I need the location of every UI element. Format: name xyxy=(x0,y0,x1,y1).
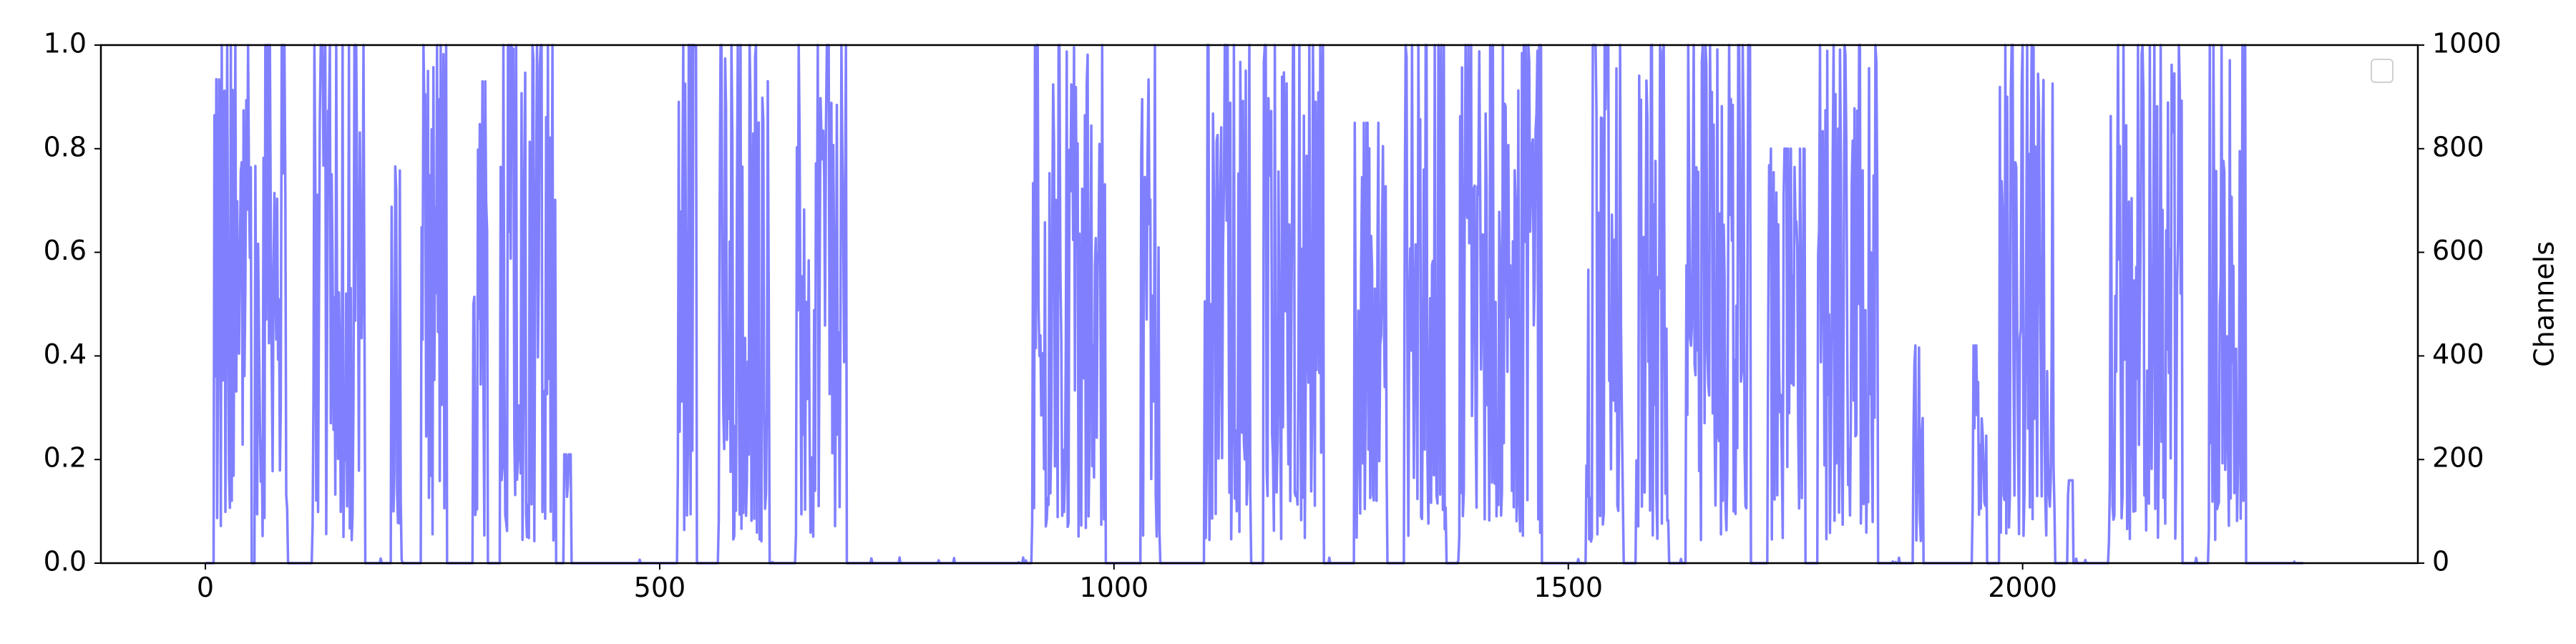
y-axis-right-title: Channels xyxy=(2529,241,2560,367)
y-right-tick-label: 600 xyxy=(2432,235,2484,266)
y-right-tick-label: 800 xyxy=(2432,131,2484,162)
y-right-tick-label: 200 xyxy=(2432,442,2484,474)
legend-box[interactable] xyxy=(2371,59,2394,83)
x-tick-label: 1000 xyxy=(1079,572,1148,603)
y-left-tick-label: 0.0 xyxy=(44,546,87,577)
x-axis: 0 500 1000 1500 2000 xyxy=(197,563,2057,603)
x-tick-label: 2000 xyxy=(1988,572,2057,603)
y-right-tick-label: 400 xyxy=(2432,338,2484,370)
y-left-tick-label: 1.0 xyxy=(44,28,87,59)
series-layer xyxy=(205,44,2304,565)
y-left-tick-label: 0.4 xyxy=(44,338,87,370)
plot-frame xyxy=(99,44,2419,565)
x-tick-label: 1500 xyxy=(1533,572,1603,603)
y-right-tick-label: 1000 xyxy=(2432,28,2502,59)
y-axis-left: 0.0 0.2 0.4 0.6 0.8 1.0 xyxy=(44,28,101,577)
y-right-tick-label: 0 xyxy=(2432,546,2449,577)
x-tick-label: 500 xyxy=(634,572,686,603)
y-left-tick-label: 0.2 xyxy=(44,442,87,474)
y-axis-right: 0 200 400 600 800 1000 xyxy=(2418,28,2502,577)
series-line xyxy=(205,44,2304,565)
y-left-tick-label: 0.8 xyxy=(44,131,87,162)
y-left-tick-label: 0.6 xyxy=(44,235,87,266)
x-tick-label: 0 xyxy=(197,572,214,603)
